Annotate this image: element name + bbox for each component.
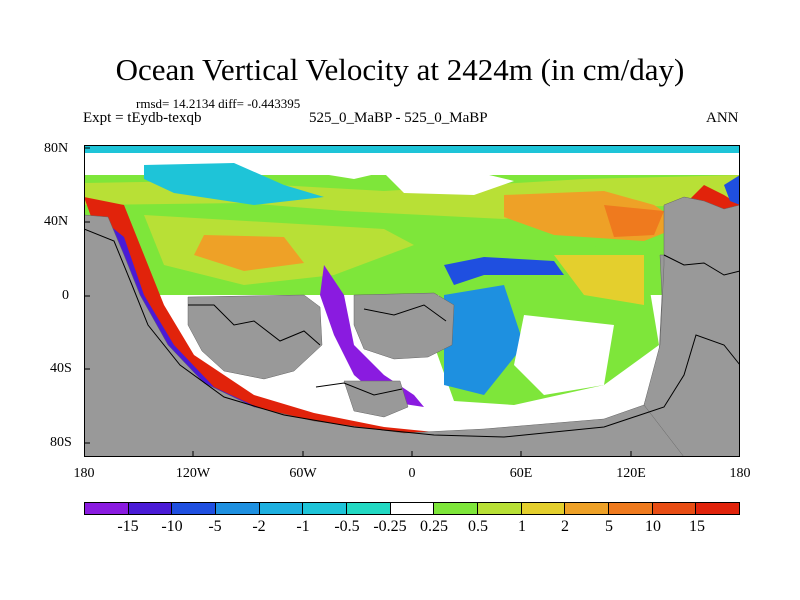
experiment-label: Expt = tEydb-texqb	[83, 110, 202, 126]
land-central-continent	[353, 292, 455, 360]
land-south-island	[343, 380, 409, 418]
ytick-label-80S: 80S	[50, 435, 72, 450]
ytick-label-80N: 80N	[44, 141, 69, 156]
ocean-cyan-patch	[144, 163, 324, 205]
colorbar-swatch	[85, 503, 129, 514]
xtick-label-60W: 60W	[289, 466, 317, 481]
colorbar-label: 0.5	[468, 518, 488, 535]
ocean-indian-blue	[444, 285, 524, 395]
land-east	[643, 196, 740, 457]
colorbar-label: 2	[561, 518, 569, 535]
ocean-indian-yellow	[554, 255, 644, 305]
page-title: Ocean Vertical Velocity at 2424m (in cm/…	[115, 52, 685, 87]
colorbar-label: -10	[161, 518, 183, 535]
ytick-label-40N: 40N	[44, 214, 69, 229]
colorbar-label: -15	[117, 518, 139, 535]
xtick-label-180-west: 180	[73, 466, 95, 481]
ocean-deep-orange-patch	[604, 205, 664, 237]
colorbar-swatch	[521, 503, 566, 514]
xtick-label-60E: 60E	[509, 466, 533, 481]
colorbar-label: 5	[605, 518, 613, 535]
colorbar-swatch	[303, 503, 348, 514]
colorbar-swatch	[609, 503, 653, 514]
fringe-purple-atlantic	[320, 265, 424, 407]
colorbar-swatch	[172, 503, 217, 514]
colorbar-swatch	[128, 503, 173, 514]
axis-ticks	[84, 147, 632, 457]
colorbar-label: 0.25	[420, 518, 448, 535]
xtick-label-120E: 120E	[616, 466, 646, 481]
colorbar-label: -5	[208, 518, 222, 535]
coastline-south	[84, 228, 740, 438]
colorbar-swatch	[565, 503, 610, 514]
land-west-continent	[187, 294, 323, 380]
coastline-east-inner	[663, 254, 740, 276]
colorbar-label: 1	[518, 518, 526, 535]
ytick-label-0: 0	[62, 288, 69, 303]
stats-label: rmsd= 14.2134 diff= -0.443395	[136, 96, 301, 111]
colorbar-swatch	[652, 503, 697, 514]
coastline-island	[315, 382, 403, 396]
colorbar	[84, 502, 740, 515]
ocean-south-orange	[194, 235, 304, 271]
colorbar-swatch	[259, 503, 304, 514]
colorbar-label: -0.25	[373, 518, 407, 535]
xtick-label-120W: 120W	[175, 466, 211, 481]
coastline-central-inner	[363, 304, 447, 322]
colorbar-swatch	[216, 503, 260, 514]
season-label: ANN	[706, 110, 739, 126]
ocean-north-white	[84, 145, 740, 179]
colorbar-swatch	[478, 503, 522, 514]
fringe-blue-east	[724, 175, 740, 205]
colorbar-swatch	[696, 503, 740, 514]
colorbar-label: -2	[252, 518, 266, 535]
colorbar-label: -1	[296, 518, 310, 535]
colorbar-swatch	[347, 503, 391, 514]
xtick-label-180-east: 180	[729, 466, 751, 481]
colorbar-label: 15	[689, 518, 705, 535]
colorbar-label: 10	[645, 518, 661, 535]
ocean-north-cyan-band	[84, 145, 740, 153]
case-label: 525_0_MaBP - 525_0_MaBP	[309, 110, 488, 126]
ytick-label-40S: 40S	[50, 361, 72, 376]
map-plot	[84, 145, 740, 457]
coastlines	[84, 228, 740, 438]
ocean-white-patch	[384, 169, 514, 195]
colorbar-label: -0.5	[334, 518, 360, 535]
colorbar-swatch	[434, 503, 479, 514]
coastline-west-inner	[188, 304, 321, 346]
colorbar-swatch	[390, 503, 435, 514]
ocean-indian-white	[514, 315, 614, 395]
land-masses	[84, 196, 740, 457]
xtick-label-0: 0	[408, 466, 416, 481]
fringe-blue-equator	[444, 257, 564, 285]
